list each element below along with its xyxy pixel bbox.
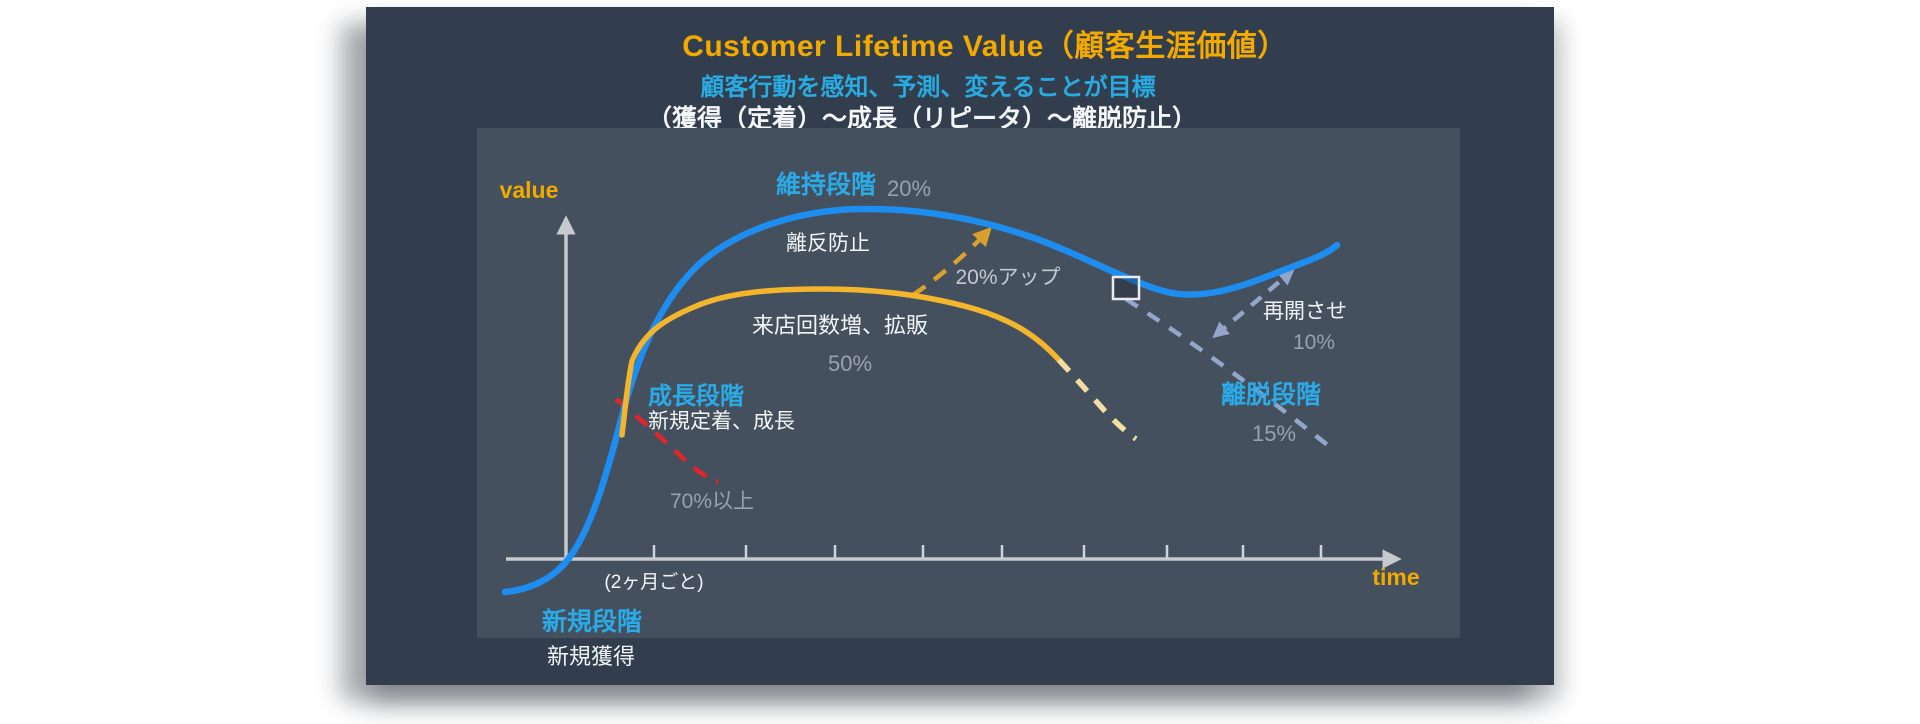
label-retention-rate: 20% <box>887 176 931 201</box>
label-churn-rate: 15% <box>1252 421 1296 446</box>
slide-title: Customer Lifetime Value（顧客生涯価値） <box>682 30 1288 63</box>
label-churn-stage: 離脱段階 <box>1221 380 1321 409</box>
label-growth-rate: 70%以上 <box>670 490 754 513</box>
label-churn-prevention: 離反防止 <box>786 232 870 255</box>
slide-subtitle-goal: 顧客行動を感知、予測、変えることが目標 <box>700 74 1156 101</box>
label-uplift: 20%アップ <box>955 266 1060 289</box>
x-axis-ticks <box>652 545 1323 558</box>
label-visits-expansion: 来店回数増、拡販 <box>752 313 928 338</box>
uplift-dashed-arrow <box>911 226 992 297</box>
label-retention-stage: 維持段階 <box>776 170 876 199</box>
x-axis-label: time <box>1372 564 1419 590</box>
label-reopen-rate: 10% <box>1293 331 1335 354</box>
churn-dashed-line <box>1124 297 1332 449</box>
label-visits-rate: 50% <box>828 351 872 376</box>
reopen-double-arrow <box>1212 268 1295 339</box>
label-growth-desc: 新規定着、成長 <box>648 410 795 433</box>
y-axis-label: value <box>500 177 559 203</box>
growth-curve <box>619 286 1062 438</box>
retention-curve <box>501 205 1341 596</box>
clv-chart: value time (2ヶ月ごと) 維持段階 20% 離反防止 20%アップ … <box>477 128 1460 669</box>
label-new-desc: 新規獲得 <box>547 644 635 669</box>
label-growth-stage: 成長段階 <box>648 382 744 410</box>
branch-point-square <box>1111 275 1141 301</box>
label-new-stage: 新規段階 <box>542 607 642 636</box>
slide: Customer Lifetime Value（顧客生涯価値） 顧客行動を感知、… <box>366 7 1554 685</box>
plot-panel <box>477 128 1460 638</box>
x-axis-note: (2ヶ月ごと) <box>604 571 703 593</box>
label-reopen: 再開させ <box>1263 300 1347 323</box>
growth-decline-dashed-line <box>1056 358 1138 442</box>
